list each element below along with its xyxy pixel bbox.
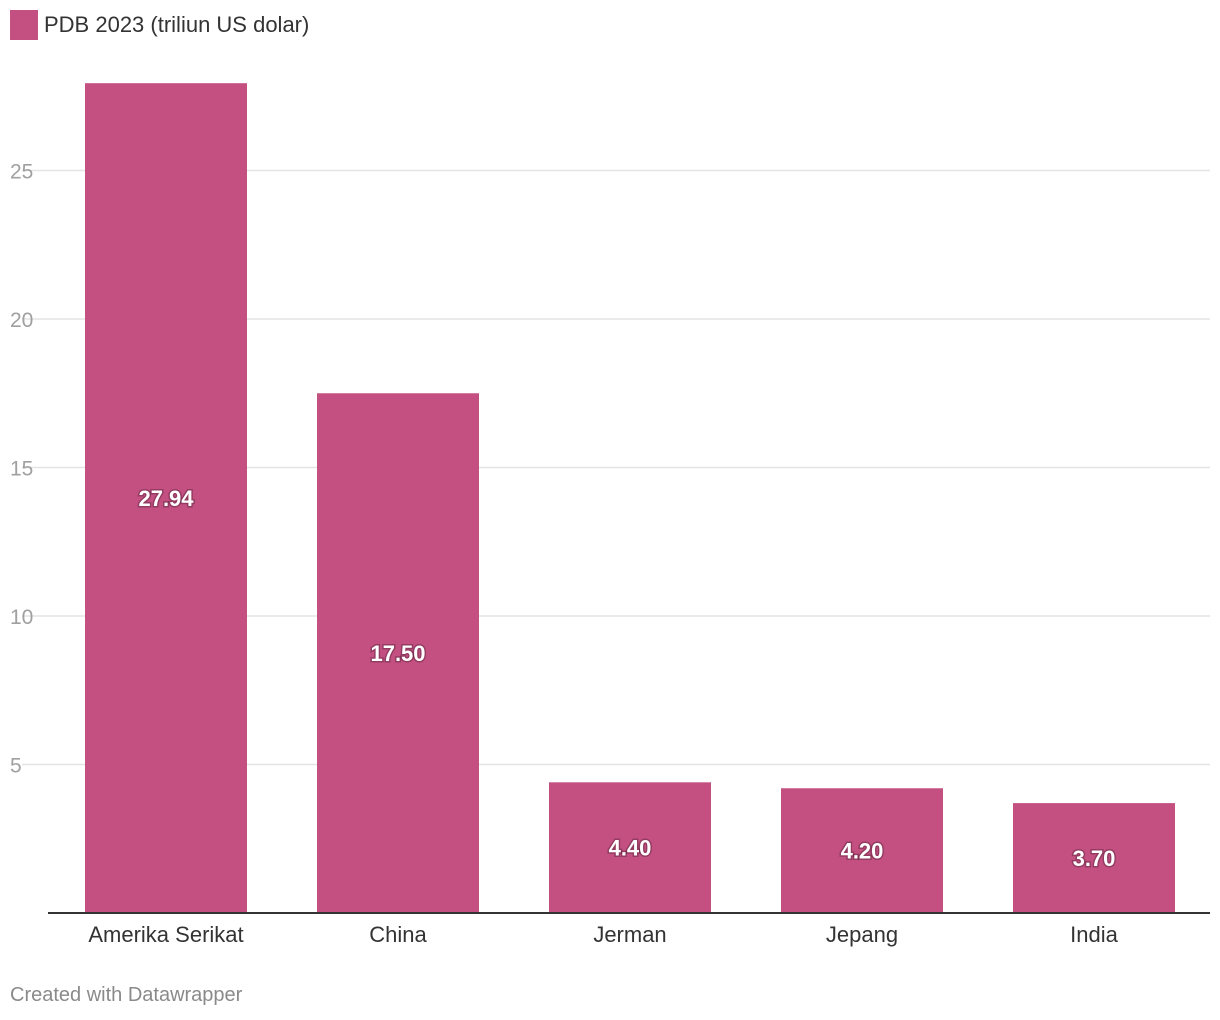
x-category-label: Amerika Serikat	[88, 922, 243, 947]
bar	[85, 83, 247, 913]
legend-label: PDB 2023 (triliun US dolar)	[44, 12, 310, 37]
bar	[1013, 803, 1175, 913]
bar	[317, 393, 479, 913]
bar	[549, 782, 711, 913]
bar	[781, 788, 943, 913]
x-category-label: Jerman	[593, 922, 666, 947]
x-category-label: China	[369, 922, 427, 947]
credit-text: Created with Datawrapper	[10, 984, 243, 1006]
y-tick-label: 10	[10, 606, 33, 629]
y-tick-label: 5	[10, 755, 22, 778]
bar-value-label: 17.50	[370, 641, 425, 666]
x-category-label: Jepang	[826, 922, 898, 947]
bar-chart: 5 10 15 20 25 27.94 Amerika Serikat 17.50 China 4…	[10, 83, 1210, 947]
bar-value-label: 27.94	[138, 486, 194, 511]
bar-value-label: 3.70	[1073, 846, 1116, 871]
legend-swatch	[10, 10, 38, 40]
bar-value-label: 4.20	[841, 839, 884, 864]
x-category-label: India	[1070, 922, 1118, 947]
y-tick-label: 25	[10, 161, 33, 184]
bar-value-label: 4.40	[609, 836, 652, 861]
legend: PDB 2023 (triliun US dolar)	[10, 10, 309, 40]
y-tick-label: 20	[10, 309, 33, 332]
y-tick-label: 15	[10, 458, 33, 481]
